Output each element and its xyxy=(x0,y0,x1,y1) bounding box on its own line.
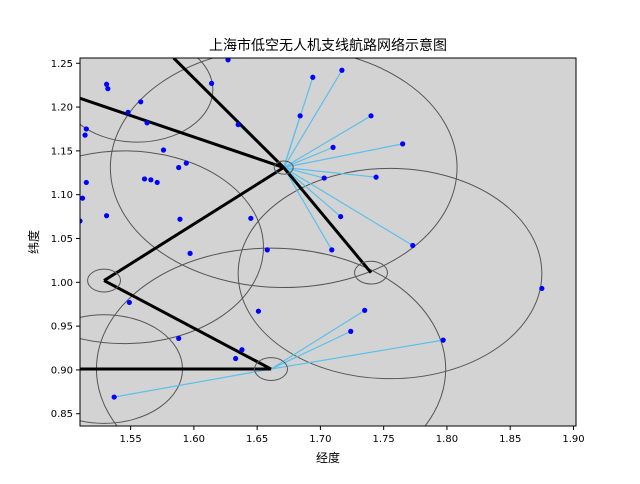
x-axis-label: 经度 xyxy=(316,450,340,465)
y-tick-label: 0.85 xyxy=(51,409,73,420)
demand-point xyxy=(138,99,144,105)
demand-point xyxy=(225,58,231,63)
demand-point xyxy=(233,355,239,362)
trunk-route-line xyxy=(282,166,373,274)
y-tick-label: 1.05 xyxy=(51,234,73,245)
demand-point xyxy=(187,250,193,256)
x-axis-ticks: 1.55 1.60 1.65 1.70 1.75 1.80 1.85 1.90 xyxy=(119,426,585,445)
y-tick-label: 0.90 xyxy=(51,365,73,376)
y-tick-label: 1.25 xyxy=(51,59,73,70)
trunk-route-line xyxy=(80,96,285,169)
demand-point xyxy=(80,195,86,201)
x-tick-label: 1.60 xyxy=(183,434,205,445)
branch-route-line xyxy=(283,166,325,179)
demand-point xyxy=(239,347,245,353)
coverage-circle xyxy=(80,58,214,143)
demand-point xyxy=(83,179,89,186)
plot-frame xyxy=(79,57,577,427)
demand-point xyxy=(148,177,154,183)
demand-point xyxy=(126,299,132,306)
trunk-routes-layer xyxy=(80,58,373,371)
coverage-circle xyxy=(237,167,543,380)
x-tick-label: 1.75 xyxy=(373,434,395,445)
demand-point xyxy=(368,113,374,119)
demand-point xyxy=(410,242,416,249)
y-tick-label: 1.10 xyxy=(51,190,73,201)
branch-route-line xyxy=(283,167,342,218)
y-axis-label: 纬度 xyxy=(26,230,41,254)
demand-point xyxy=(310,74,316,80)
demand-point xyxy=(400,141,406,147)
demand-point xyxy=(362,307,368,313)
demand-point xyxy=(111,394,117,400)
x-tick-label: 1.55 xyxy=(119,434,141,445)
demand-point xyxy=(125,109,131,115)
hub-circle xyxy=(273,160,294,175)
demand-point xyxy=(248,215,254,221)
branch-route-line xyxy=(283,143,403,169)
demand-point xyxy=(160,147,167,153)
demand-point xyxy=(297,113,303,119)
demand-point xyxy=(144,120,150,126)
demand-point xyxy=(255,308,262,314)
hub-circle xyxy=(87,268,121,293)
coverage-circle xyxy=(80,150,264,345)
branch-route-line xyxy=(270,339,444,370)
x-tick-label: 1.85 xyxy=(499,434,521,445)
demand-point xyxy=(264,247,270,253)
coverage-circle xyxy=(109,58,458,289)
branch-route-line xyxy=(283,167,414,247)
x-tick-label: 1.80 xyxy=(436,434,458,445)
branch-route-line xyxy=(114,368,272,398)
hub-circle xyxy=(354,260,388,285)
y-tick-label: 1.15 xyxy=(51,146,73,157)
trunk-route-line xyxy=(172,58,285,169)
demand-point xyxy=(338,213,344,220)
plot-area xyxy=(80,58,576,426)
demand-point xyxy=(373,174,379,180)
demand-point xyxy=(82,132,88,138)
hub-circle xyxy=(254,357,289,381)
branch-route-line xyxy=(283,115,372,169)
demand-point xyxy=(83,126,89,132)
x-tick-label: 1.70 xyxy=(309,434,331,445)
demand-point xyxy=(154,179,160,186)
branch-route-line xyxy=(283,77,314,168)
demand-point xyxy=(141,176,148,182)
y-tick-label: 1.00 xyxy=(51,278,73,289)
demand-point xyxy=(105,86,111,92)
demand-point xyxy=(103,81,110,87)
y-axis-ticks: 0.85 0.90 0.95 1.00 1.05 1.10 1.15 1.20 1.25 xyxy=(51,59,80,420)
chart-title: 上海市低空无人机支线航路网络示意图 xyxy=(209,37,447,54)
trunk-route-line xyxy=(103,166,285,282)
demand-point xyxy=(235,121,241,128)
demand-point xyxy=(321,175,327,181)
demand-point xyxy=(176,335,182,341)
demand-point xyxy=(539,285,545,292)
demand-point xyxy=(183,160,189,166)
demand-point xyxy=(339,67,345,73)
x-tick-label: 1.65 xyxy=(246,434,268,445)
demand-point xyxy=(348,328,354,334)
demand-point xyxy=(176,164,182,171)
trunk-route-line xyxy=(103,279,272,371)
demand-point xyxy=(329,247,335,253)
demand-point xyxy=(208,80,215,87)
x-tick-label: 1.90 xyxy=(562,434,584,445)
demand-points-layer xyxy=(80,58,545,400)
branch-route-line xyxy=(270,309,366,370)
demand-point xyxy=(440,337,446,343)
demand-point xyxy=(80,218,83,224)
branch-route-line xyxy=(283,166,377,178)
demand-point xyxy=(330,144,336,150)
hubs-layer xyxy=(87,160,388,381)
y-tick-label: 1.20 xyxy=(51,103,73,114)
branch-route-line xyxy=(283,167,333,251)
demand-point xyxy=(103,213,110,219)
branch-route-line xyxy=(283,69,343,168)
y-tick-label: 0.95 xyxy=(51,322,73,333)
demand-point xyxy=(177,216,183,222)
